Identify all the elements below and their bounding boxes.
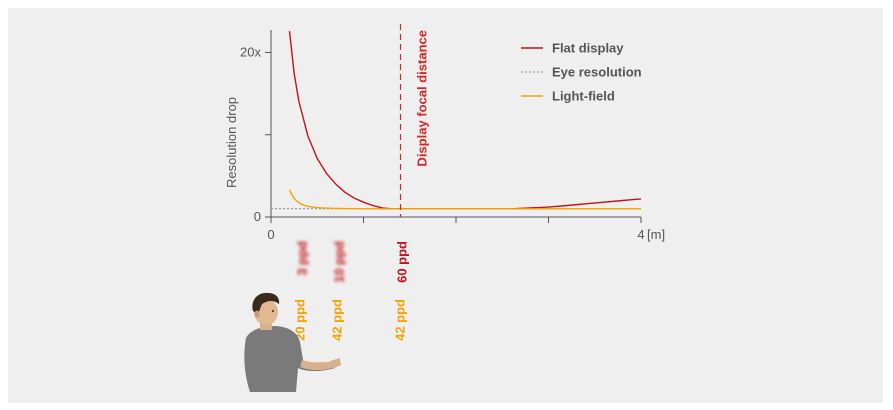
legend: Flat display Eye resolution Light-field <box>521 41 642 104</box>
annotations: Display focal distance 3 ppd 20 ppd 10 ppd 4… <box>293 24 430 341</box>
ppd-label: 10 ppd <box>332 241 347 283</box>
legend-label: Flat display <box>552 41 624 56</box>
x-tick-label: 4 <box>637 227 644 242</box>
x-tick-label: 0 <box>267 227 274 242</box>
legend-label: Light-field <box>552 89 615 104</box>
flat-display-line <box>288 31 642 210</box>
y-tick-label: 0 <box>254 209 261 224</box>
viewer-illustration <box>244 292 341 392</box>
light-field-line <box>288 189 641 210</box>
x-axis-label: [m] <box>647 227 665 242</box>
y-tick-label: 20x <box>240 44 261 59</box>
focal-distance-label: Display focal distance <box>415 30 430 167</box>
chart-panel <box>8 8 883 403</box>
ppd-label: 42 ppd <box>393 299 408 341</box>
axes: 0 4 [m] 0 20x Resolution drop <box>224 30 665 242</box>
ppd-label: 60 ppd <box>395 241 410 283</box>
ppd-label: 42 ppd <box>330 299 345 341</box>
ppd-label: 20 ppd <box>293 299 308 341</box>
series-group <box>271 31 642 210</box>
ppd-label: 3 ppd <box>295 241 310 276</box>
legend-label: Eye resolution <box>552 65 642 80</box>
y-axis-label: Resolution drop <box>224 97 239 188</box>
